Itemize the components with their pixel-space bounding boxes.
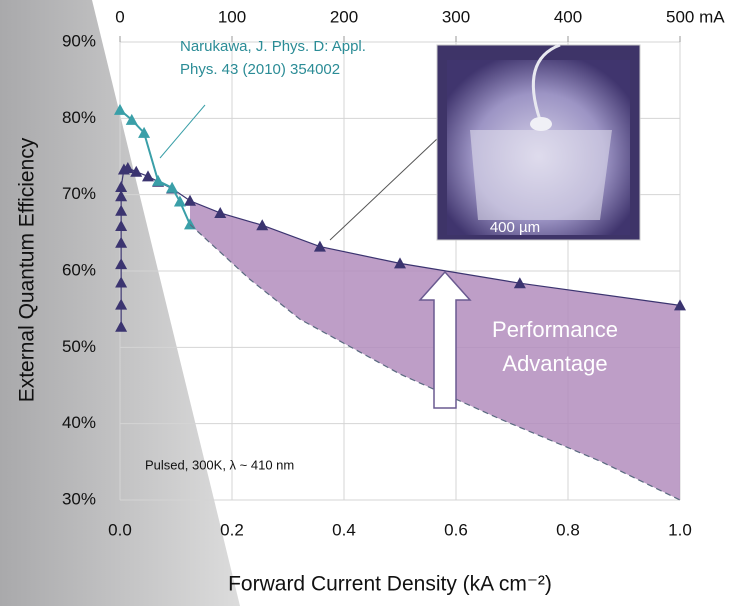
triangle-marker [115,236,128,248]
series-line [189,223,681,501]
reference: Narukawa, J. Phys. D: Appl. [180,38,366,55]
inset-wire [531,43,561,121]
y-tick-label: 80% [62,108,96,127]
triangle-marker [214,206,227,218]
triangle-marker [115,204,128,216]
triangle-marker [674,299,686,311]
inset-scale: 400 µm [490,219,540,236]
triangle-marker [115,190,128,202]
x-tick-label: 0.2 [220,520,244,539]
y-axis-title: External Quantum Efficiency [16,137,39,402]
x-tick-label: 1.0 [668,520,692,539]
x2-tick-label: 100 [218,7,246,26]
y-tick-label: 50% [62,337,96,356]
triangle-marker [394,257,406,269]
triangle-marker [313,240,326,252]
triangle-marker [115,219,128,231]
x-tick-label: 0.0 [108,520,132,539]
triangle-marker [138,126,151,138]
triangle-marker [173,195,186,207]
triangle-marker [166,181,179,193]
y-tick-label: 70% [62,184,96,203]
triangle-marker [130,165,143,177]
advantage-arrow [418,270,472,409]
triangle-marker [152,174,165,186]
triangle-marker [184,194,196,206]
triangle-marker [121,161,134,173]
triangle-marker [115,276,128,288]
reference: Phys. 43 (2010) 354002 [180,61,340,78]
leader-line [159,104,206,159]
triangle-marker [115,258,128,270]
x-tick-label: 0.4 [332,520,356,539]
triangle-marker [125,113,138,125]
triangle-marker [513,277,526,289]
conditions: Pulsed, 300K, λ ~ 410 nm [145,457,294,472]
inset-die [470,130,612,220]
x2-tick-label: 400 [554,7,582,26]
x-tick-label: 0.6 [444,520,468,539]
x2-tick-label: 0 [115,7,124,26]
leader-line [329,137,439,241]
x2-tick-label: 300 [442,7,470,26]
triangle-marker [115,298,128,310]
advantage-label: Performance [492,317,618,342]
triangle-marker [115,181,128,193]
triangle-marker [256,219,269,231]
inset-bond [530,117,552,131]
triangle-marker [142,170,154,182]
x2-tick-label: 200 [330,7,358,26]
y-tick-label: 90% [62,31,96,50]
x-tick-label: 0.8 [556,520,580,539]
y-tick-label: 40% [62,413,96,432]
y-tick-label: 30% [62,489,96,508]
advantage-label: Advantage [502,351,607,376]
y-tick-label: 60% [62,260,96,279]
x2-tick-label: 500 mA [666,7,725,26]
x-axis-title: Forward Current Density (kA cm⁻²) [228,573,552,596]
triangle-marker [114,103,126,115]
triangle-marker [115,320,128,332]
